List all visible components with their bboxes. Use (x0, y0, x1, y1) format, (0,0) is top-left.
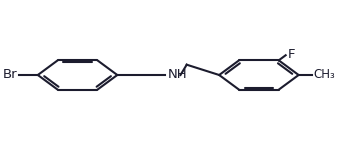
Text: F: F (287, 48, 295, 61)
Text: NH: NH (167, 69, 187, 81)
Text: Br: Br (3, 69, 17, 81)
Text: CH₃: CH₃ (314, 69, 336, 81)
